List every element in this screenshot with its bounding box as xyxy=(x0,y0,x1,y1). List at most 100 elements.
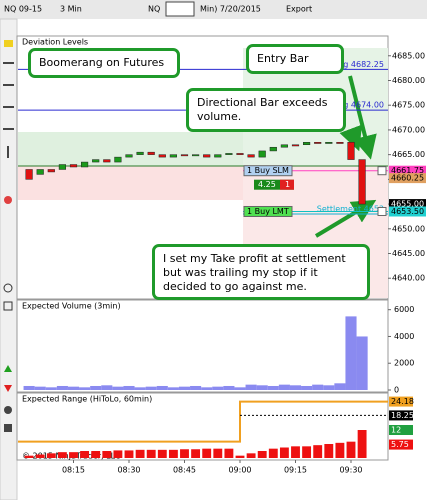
level-label: Dg 4682.25 xyxy=(337,60,384,69)
range-bar xyxy=(224,448,234,458)
volume-bar xyxy=(134,387,146,390)
cancel-button[interactable] xyxy=(377,166,387,176)
order-box xyxy=(243,205,293,217)
range-marker-label: 5.75 xyxy=(391,440,409,449)
candle xyxy=(103,159,111,163)
range-bar xyxy=(246,453,256,458)
range-bar xyxy=(80,451,90,458)
volume-bar xyxy=(267,385,279,390)
callout: I set my Take profit at settlement but w… xyxy=(152,244,370,300)
volume-bar xyxy=(323,385,335,390)
candle xyxy=(114,156,122,163)
y-tick-label: 6000 xyxy=(394,305,414,314)
y-tick-label: 4685.00 xyxy=(392,51,425,60)
range-bar xyxy=(302,446,312,458)
volume-bar xyxy=(90,385,102,390)
candle xyxy=(214,154,222,158)
range-bar xyxy=(91,451,101,458)
cancel-button[interactable] xyxy=(377,206,387,216)
order-distance: 4.25 xyxy=(258,180,276,189)
level-label: Settlement 4653 xyxy=(317,204,384,213)
lower-zone xyxy=(18,166,243,200)
volume-bar xyxy=(79,387,91,390)
volume-bar xyxy=(145,386,157,390)
volume-bar xyxy=(45,387,57,390)
volume-bar xyxy=(156,385,168,390)
candle xyxy=(314,142,322,144)
panel-title: Expected Volume (3min) xyxy=(22,302,121,311)
candle xyxy=(225,153,233,155)
range-bar xyxy=(235,455,245,458)
volume-bar xyxy=(34,386,46,390)
callout: Entry Bar xyxy=(246,44,344,74)
range-marker xyxy=(389,439,413,450)
x-tick-label: 08:30 xyxy=(117,466,140,475)
range-panel xyxy=(16,392,389,461)
candle xyxy=(136,151,144,155)
range-bar xyxy=(146,449,156,458)
volume-bar xyxy=(256,385,268,390)
range-bar xyxy=(202,448,212,458)
range-bar xyxy=(291,446,300,458)
range-bar xyxy=(57,452,67,458)
price-marker-label: 4660.25 xyxy=(391,174,424,183)
tool-icons[interactable] xyxy=(3,40,14,432)
volume-bar xyxy=(234,387,246,390)
candle xyxy=(36,169,44,175)
order-detail xyxy=(254,179,294,190)
range-marker-label: 18.25 xyxy=(391,411,414,420)
candle xyxy=(203,154,211,158)
range-bar xyxy=(35,454,45,458)
y-tick-label: 4645.00 xyxy=(392,249,425,258)
candle xyxy=(180,154,189,157)
price-marker xyxy=(389,199,426,210)
range-bar xyxy=(335,442,345,458)
price-marker xyxy=(389,206,426,217)
volume-bar xyxy=(178,386,191,390)
range-marker xyxy=(389,425,413,435)
y-tick-label: 4650.00 xyxy=(392,224,425,233)
range-bar xyxy=(46,453,56,458)
x-tick-label: 09:00 xyxy=(228,466,251,475)
candle xyxy=(47,169,55,173)
export[interactable]: Export xyxy=(286,5,312,14)
range-bar xyxy=(313,445,323,458)
range-bar xyxy=(268,448,278,458)
volume-bar xyxy=(289,385,302,390)
price-marker-label: 4661.75 xyxy=(391,166,424,175)
upper-zone xyxy=(18,132,243,166)
candle xyxy=(147,151,155,155)
candle xyxy=(358,159,366,205)
candle xyxy=(158,154,166,158)
order-label: 1 Buy LMT xyxy=(247,207,289,216)
y-tick-label: 4665.00 xyxy=(392,150,425,159)
candle xyxy=(169,154,177,158)
range-bar xyxy=(102,451,112,458)
volume-bar xyxy=(345,316,357,390)
instrument[interactable]: NQ 09-15 xyxy=(4,5,42,14)
level-label: 5 Dg 4674.00 xyxy=(330,101,385,110)
range-bar xyxy=(257,451,267,458)
volume-bar xyxy=(23,385,35,390)
y-tick-label: 4640.00 xyxy=(392,274,425,283)
volume-bar xyxy=(334,383,346,390)
range-bar xyxy=(113,450,123,458)
toolbar xyxy=(0,0,427,19)
order-box xyxy=(243,165,293,177)
candle xyxy=(336,142,344,144)
range-bar xyxy=(180,449,189,458)
order-label: 1 Buy SLM xyxy=(247,166,289,175)
panel-title: Expected Range (HiToLo, 60min) xyxy=(22,395,152,404)
order-qty: 1 xyxy=(285,180,290,189)
move-icon[interactable] xyxy=(165,1,195,17)
volume-bar xyxy=(123,385,135,390)
price-marker-label: 4653.50 xyxy=(391,207,424,216)
volume-bar xyxy=(245,384,257,390)
candle xyxy=(25,169,33,180)
range-bar xyxy=(191,449,201,458)
candle xyxy=(236,153,244,155)
x-tick-label: 09:15 xyxy=(284,466,307,475)
y-tick-label: 2000 xyxy=(394,359,414,368)
candle xyxy=(280,144,288,148)
interval[interactable]: 3 Min xyxy=(60,5,82,14)
